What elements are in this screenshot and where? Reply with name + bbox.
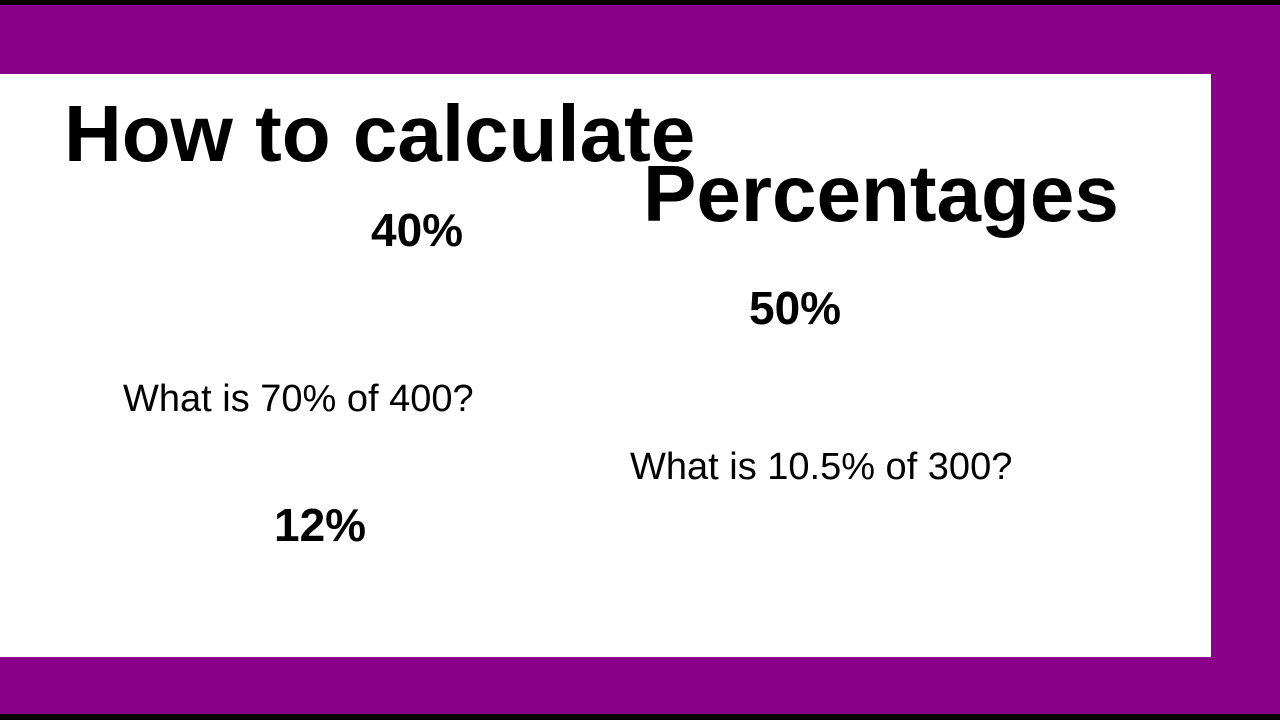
title-line-2: Percentages (643, 149, 1119, 238)
percent-40: 40% (371, 204, 464, 256)
white-card (0, 74, 1211, 657)
percent-12: 12% (274, 499, 367, 551)
percent-50: 50% (749, 282, 842, 334)
question-70-of-400: What is 70% of 400? (123, 378, 474, 420)
top-black-bar (0, 0, 1280, 5)
question-10-5-of-300: What is 10.5% of 300? (630, 446, 1013, 488)
bottom-black-bar (0, 714, 1280, 720)
title-line-1: How to calculate (64, 89, 696, 178)
